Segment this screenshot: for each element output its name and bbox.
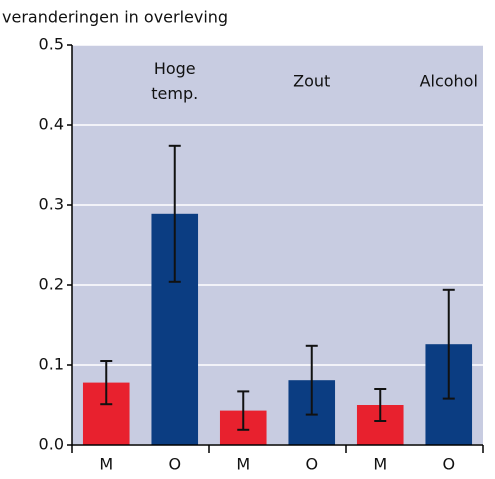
error-bar bbox=[168, 144, 181, 283]
x-tick-label: M bbox=[373, 455, 387, 474]
error-bar bbox=[374, 388, 387, 422]
error-bar bbox=[237, 390, 250, 431]
y-tick-label: 0.0 bbox=[39, 435, 64, 454]
annotation: Alcohol bbox=[420, 72, 478, 91]
annotation: Hoge bbox=[154, 59, 196, 78]
axis-title: veranderingen in overleving bbox=[2, 8, 228, 27]
x-tick-label: O bbox=[168, 455, 181, 474]
error-bar bbox=[442, 288, 455, 400]
x-tick-label: O bbox=[305, 455, 318, 474]
annotation: Zout bbox=[293, 72, 330, 91]
y-tick-label: 0.3 bbox=[39, 195, 64, 214]
x-tick-label: M bbox=[236, 455, 250, 474]
y-tick-label: 0.5 bbox=[39, 35, 64, 54]
error-bar bbox=[100, 360, 113, 406]
y-tick-label: 0.4 bbox=[39, 115, 64, 134]
x-tick-label: O bbox=[442, 455, 455, 474]
x-tick-label: M bbox=[99, 455, 113, 474]
annotation: temp. bbox=[151, 84, 198, 103]
error-bar bbox=[305, 344, 318, 416]
y-tick-label: 0.1 bbox=[39, 355, 64, 374]
y-tick-label: 0.2 bbox=[39, 275, 64, 294]
plot-area bbox=[72, 45, 483, 445]
